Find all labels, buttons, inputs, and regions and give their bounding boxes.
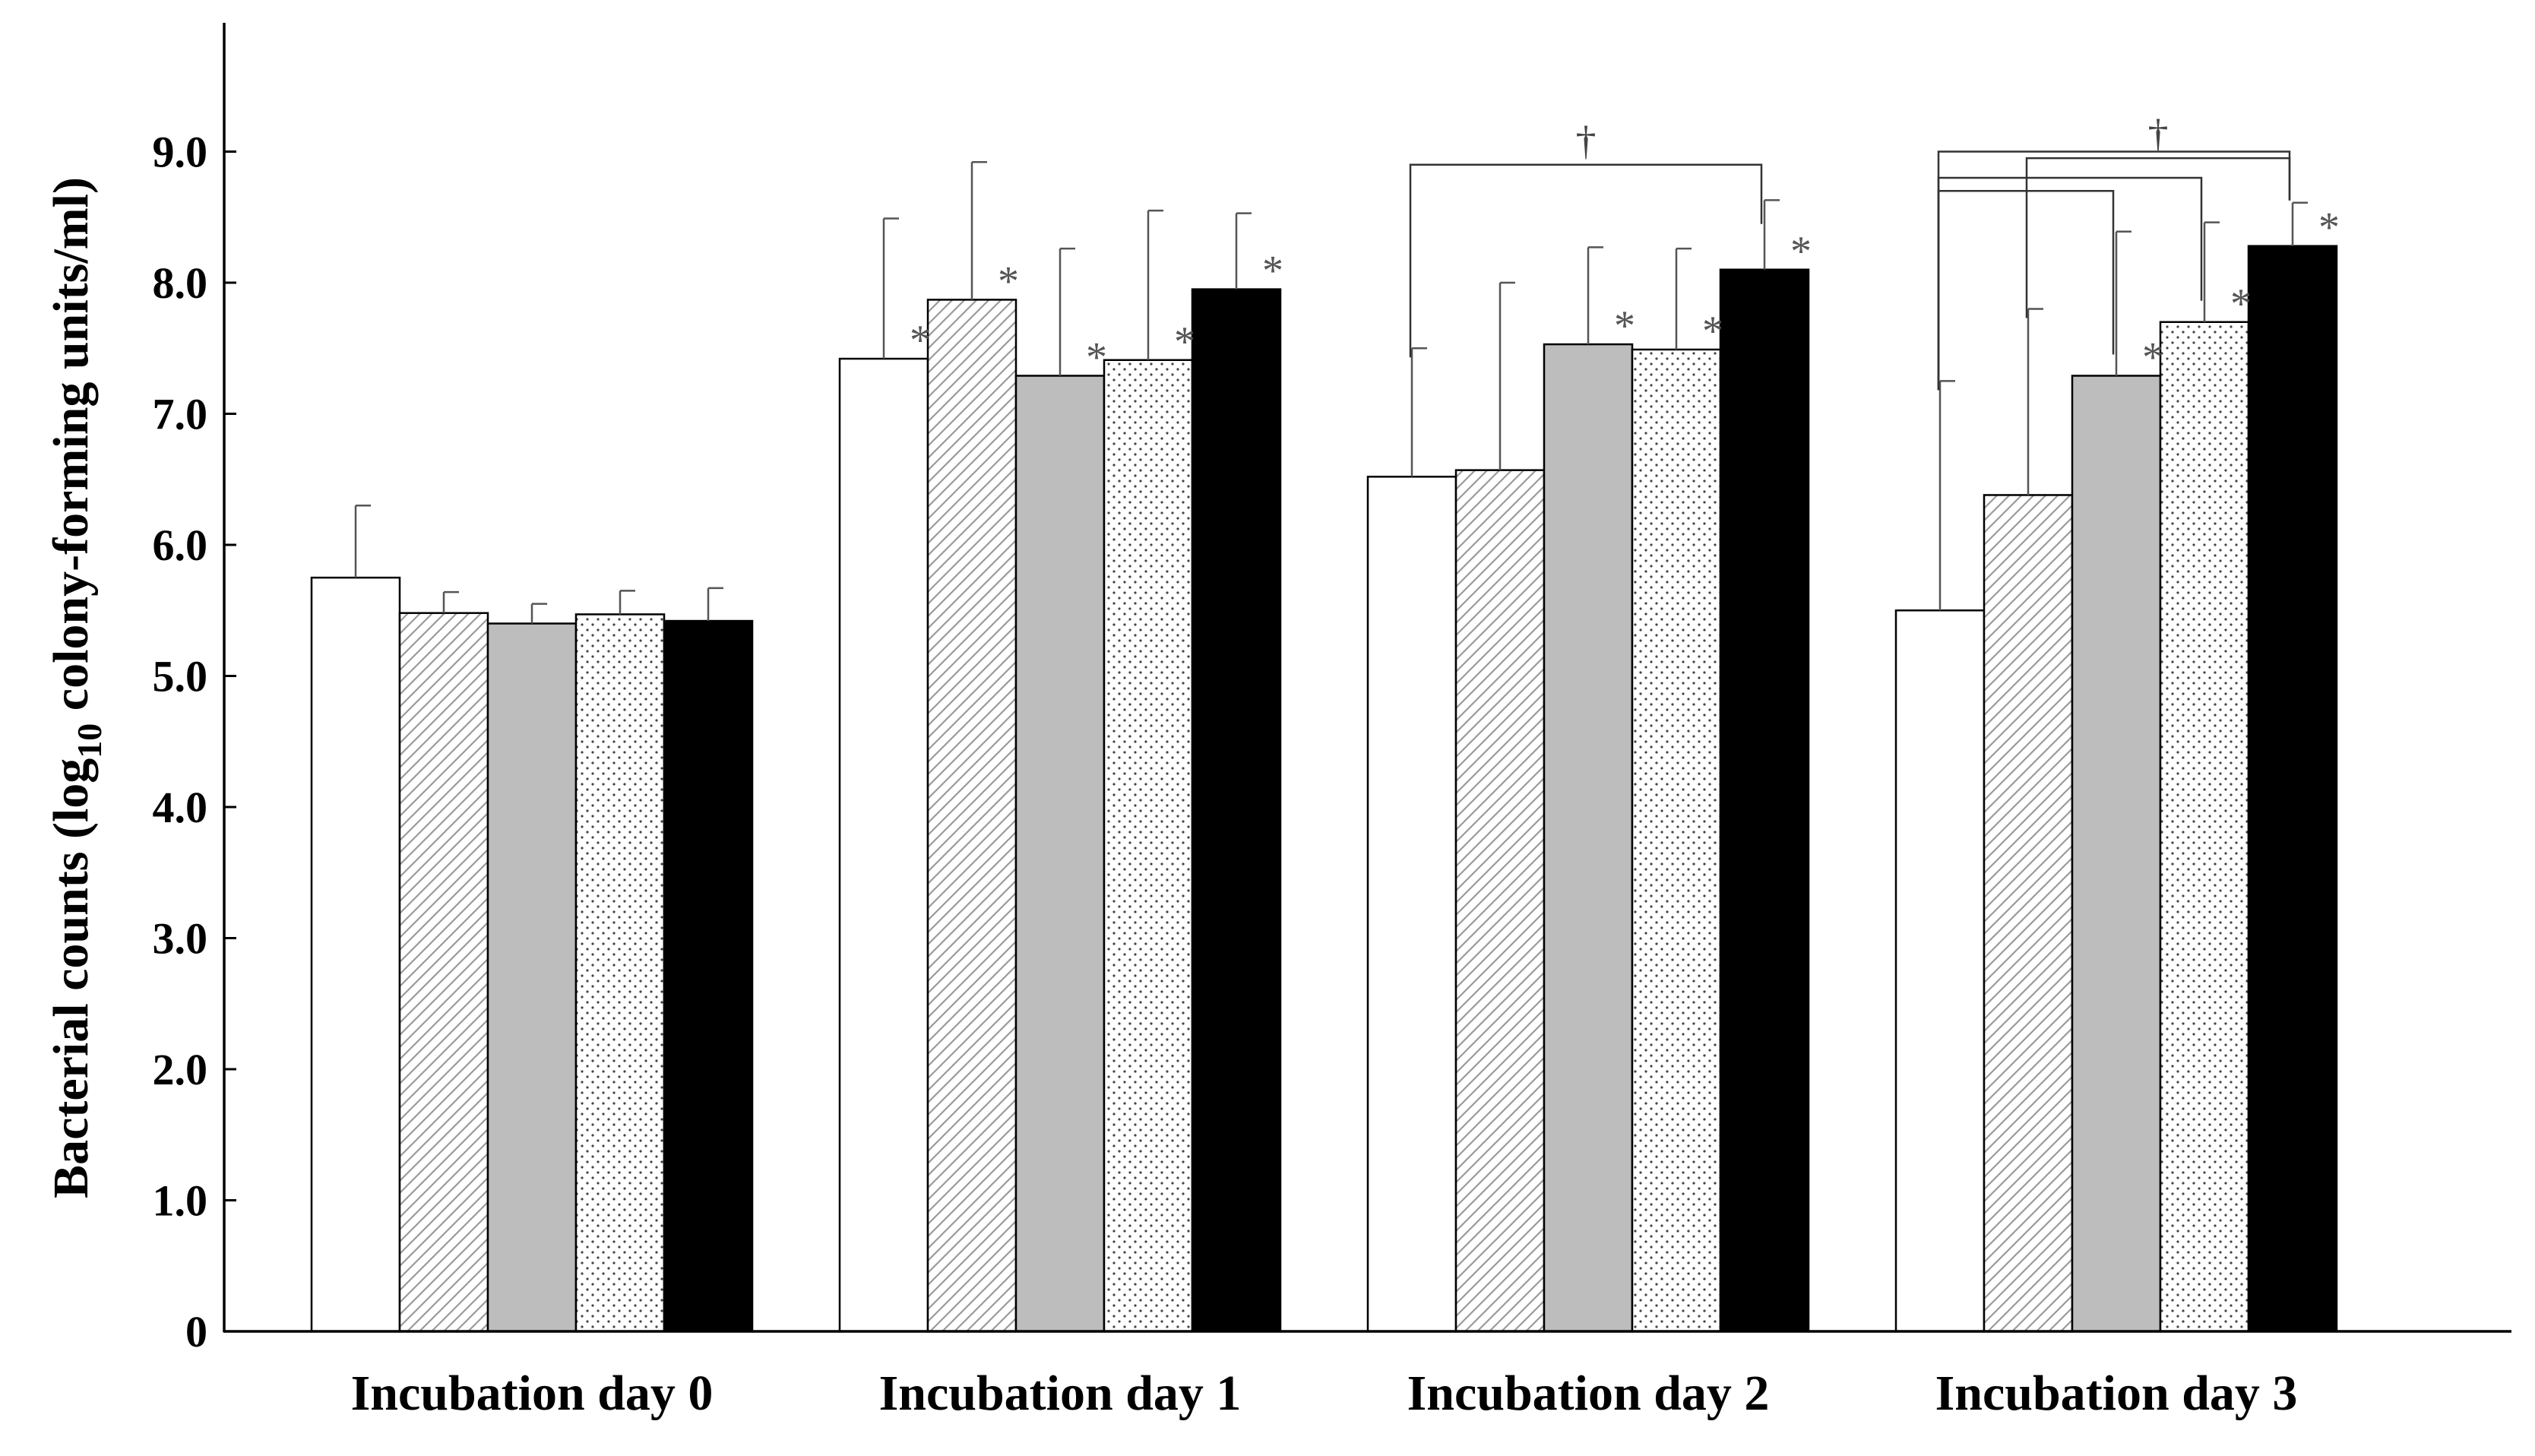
y-tick-label-7: 7.0 — [153, 390, 208, 439]
significance-marker-day1-group3: * — [1086, 334, 1107, 381]
significance-marker-day1-group4: * — [1174, 318, 1195, 366]
category-label-day3: Incubation day 3 — [1935, 1366, 2298, 1421]
error-bars-layer: * * * * * * * * * * * — [354, 161, 2340, 624]
category-label-day0: Incubation day 0 — [351, 1366, 714, 1421]
significance-brackets-layer: † † — [1409, 111, 2291, 391]
bar-day0-group4 — [574, 613, 666, 1333]
bar-day0-group2 — [398, 612, 489, 1333]
bar-day2-group5 — [1719, 268, 1810, 1333]
bar-day1-group5 — [1191, 288, 1282, 1333]
y-axis-title-subscript: 10 — [70, 723, 109, 758]
y-tick-label-6: 6.0 — [153, 521, 208, 570]
significance-marker-day3-group5: * — [2318, 204, 2340, 252]
significance-marker-day2-group3: * — [1614, 302, 1635, 350]
y-tick-label-1: 1.0 — [153, 1176, 208, 1226]
y-tick-label-8: 8.0 — [153, 258, 208, 308]
bar-day3-group3 — [2071, 375, 2162, 1333]
significance-marker-day1-group1: * — [910, 317, 931, 364]
significance-marker-day3-group4: * — [2230, 280, 2252, 328]
category-label-day2: Incubation day 2 — [1407, 1366, 1770, 1421]
bar-day1-group3 — [1014, 375, 1106, 1333]
bar-day2-group2 — [1454, 469, 1546, 1333]
bar-day3-group5 — [2247, 245, 2338, 1333]
bar-day1-group2 — [926, 299, 1017, 1333]
y-axis-title: Bacterial counts (log10 colony-forming u… — [43, 177, 109, 1198]
y-tick-label-3: 3.0 — [153, 914, 208, 964]
bar-day3-group2 — [1983, 494, 2074, 1333]
significance-marker-day1-group2: * — [998, 258, 1019, 305]
bar-day2-group3 — [1543, 343, 1634, 1333]
bar-day0-group5 — [663, 619, 754, 1333]
significance-bracket-3 — [2025, 157, 2291, 318]
bar-day1-group1 — [838, 357, 929, 1333]
bar-day0-group1 — [310, 576, 401, 1333]
bars-layer — [310, 245, 2338, 1333]
bar-day2-group1 — [1366, 476, 1457, 1333]
y-tick-label-9: 9.0 — [153, 128, 208, 177]
significance-marker-day2-group5: * — [1790, 228, 1812, 275]
y-tick-label-2: 2.0 — [153, 1045, 208, 1094]
significance-marker-day1-group5: * — [1262, 248, 1283, 295]
category-label-day1: Incubation day 1 — [879, 1366, 1242, 1421]
bar-day3-group1 — [1894, 609, 1986, 1333]
bar-day1-group4 — [1103, 359, 1194, 1333]
y-axis-title-prefix: Bacterial counts (log — [43, 758, 99, 1198]
significance-bracket-5 — [1937, 190, 2115, 391]
y-tick-label-4: 4.0 — [153, 783, 208, 832]
bar-day2-group4 — [1631, 348, 1722, 1333]
significance-bracket-1 — [1409, 163, 1763, 358]
y-tick-label-5: 5.0 — [153, 652, 208, 701]
significance-dagger-1: † — [1576, 118, 1597, 163]
significance-marker-day3-group3: * — [2142, 334, 2163, 381]
significance-dagger-3: † — [2148, 111, 2169, 157]
axes-layer: 0 1.0 2.0 3.0 4.0 5.0 6.0 7.0 8.0 9.0 Incubation d… — [153, 23, 2511, 1421]
y-axis-title-suffix: colony-forming units/ml) — [43, 177, 99, 723]
y-tick-label-0: 0 — [185, 1307, 207, 1356]
bar-day0-group3 — [486, 622, 578, 1333]
significance-marker-day2-group4: * — [1702, 308, 1723, 355]
bar-day3-group4 — [2159, 321, 2250, 1333]
